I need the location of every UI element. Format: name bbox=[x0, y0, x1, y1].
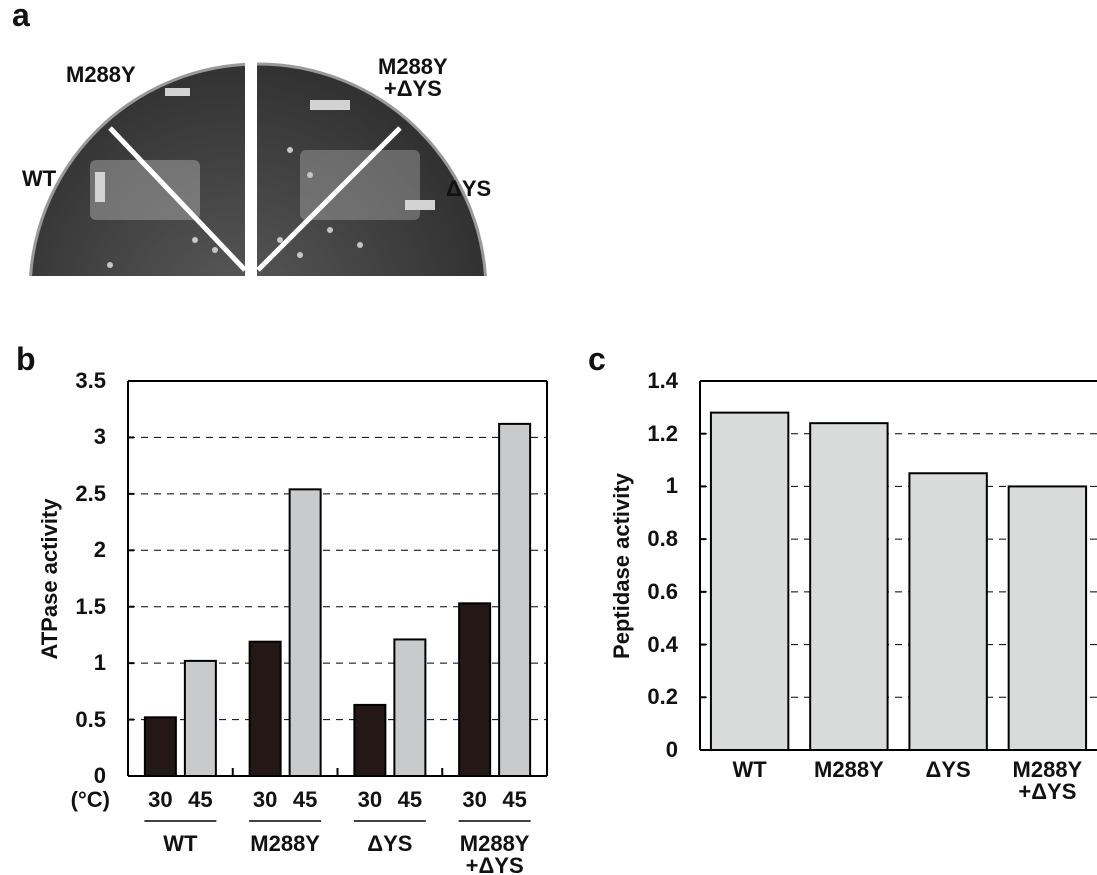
bar bbox=[185, 661, 216, 776]
bar bbox=[290, 489, 321, 776]
panel-letter: a bbox=[12, 4, 30, 26]
x-unit-label: (°C) bbox=[71, 789, 110, 811]
series-label: 30 bbox=[253, 789, 277, 811]
y-tick-label: 0.5 bbox=[75, 709, 106, 731]
bar bbox=[459, 603, 490, 776]
strain-label: WT bbox=[22, 168, 56, 190]
y-axis-label: ATPase activity bbox=[39, 498, 61, 659]
series-label: 45 bbox=[188, 789, 212, 811]
y-tick-label: 1 bbox=[666, 475, 678, 497]
panel-letter: c bbox=[588, 348, 606, 370]
y-tick-label: 0.4 bbox=[647, 634, 678, 656]
x-tick-label: WT bbox=[163, 833, 197, 855]
y-tick-label: 1.2 bbox=[647, 423, 678, 445]
series-label: 45 bbox=[502, 789, 526, 811]
x-tick-label: ΔYS bbox=[926, 759, 971, 781]
y-tick-label: 0 bbox=[94, 765, 106, 787]
figure: a M288Y M288Y +ΔYS WT ΔYS b ATPase activi… bbox=[0, 0, 1097, 875]
bar bbox=[711, 413, 788, 750]
x-tick-label: WT bbox=[733, 759, 767, 781]
y-tick-label: 2 bbox=[94, 539, 106, 561]
y-tick-label: 1 bbox=[94, 652, 106, 674]
y-tick-label: 1.4 bbox=[647, 370, 678, 392]
strain-label: M288Y +ΔYS bbox=[378, 56, 448, 100]
bar bbox=[810, 423, 887, 750]
series-label: 30 bbox=[358, 789, 382, 811]
y-tick-label: 2.5 bbox=[75, 483, 106, 505]
series-label: 45 bbox=[293, 789, 317, 811]
strain-label: M288Y bbox=[66, 64, 136, 86]
y-tick-label: 0.8 bbox=[647, 528, 678, 550]
y-tick-label: 0.6 bbox=[647, 581, 678, 603]
x-tick-label: M288Y +ΔYS bbox=[1013, 759, 1083, 803]
y-tick-label: 0.2 bbox=[647, 686, 678, 708]
bar bbox=[354, 705, 385, 776]
bar bbox=[1009, 486, 1086, 750]
series-label: 30 bbox=[462, 789, 486, 811]
strain-label: ΔYS bbox=[446, 178, 491, 200]
x-tick-label: M288Y bbox=[814, 759, 884, 781]
x-tick-label: M288Y bbox=[250, 833, 320, 855]
x-tick-label: ΔYS bbox=[367, 833, 412, 855]
bar bbox=[394, 639, 425, 776]
bar bbox=[250, 642, 281, 776]
bar bbox=[909, 473, 986, 750]
y-tick-label: 3.5 bbox=[75, 370, 106, 392]
x-tick-label: M288Y +ΔYS bbox=[460, 833, 530, 875]
y-tick-label: 1.5 bbox=[75, 596, 106, 618]
bar bbox=[145, 717, 176, 776]
series-label: 45 bbox=[398, 789, 422, 811]
panel-letter: b bbox=[16, 348, 36, 370]
y-tick-label: 3 bbox=[94, 426, 106, 448]
y-tick-label: 0 bbox=[666, 739, 678, 761]
bar bbox=[499, 424, 530, 776]
series-label: 30 bbox=[148, 789, 172, 811]
y-axis-label: Peptidase activity bbox=[611, 473, 633, 659]
figure-graphics bbox=[0, 0, 1097, 875]
